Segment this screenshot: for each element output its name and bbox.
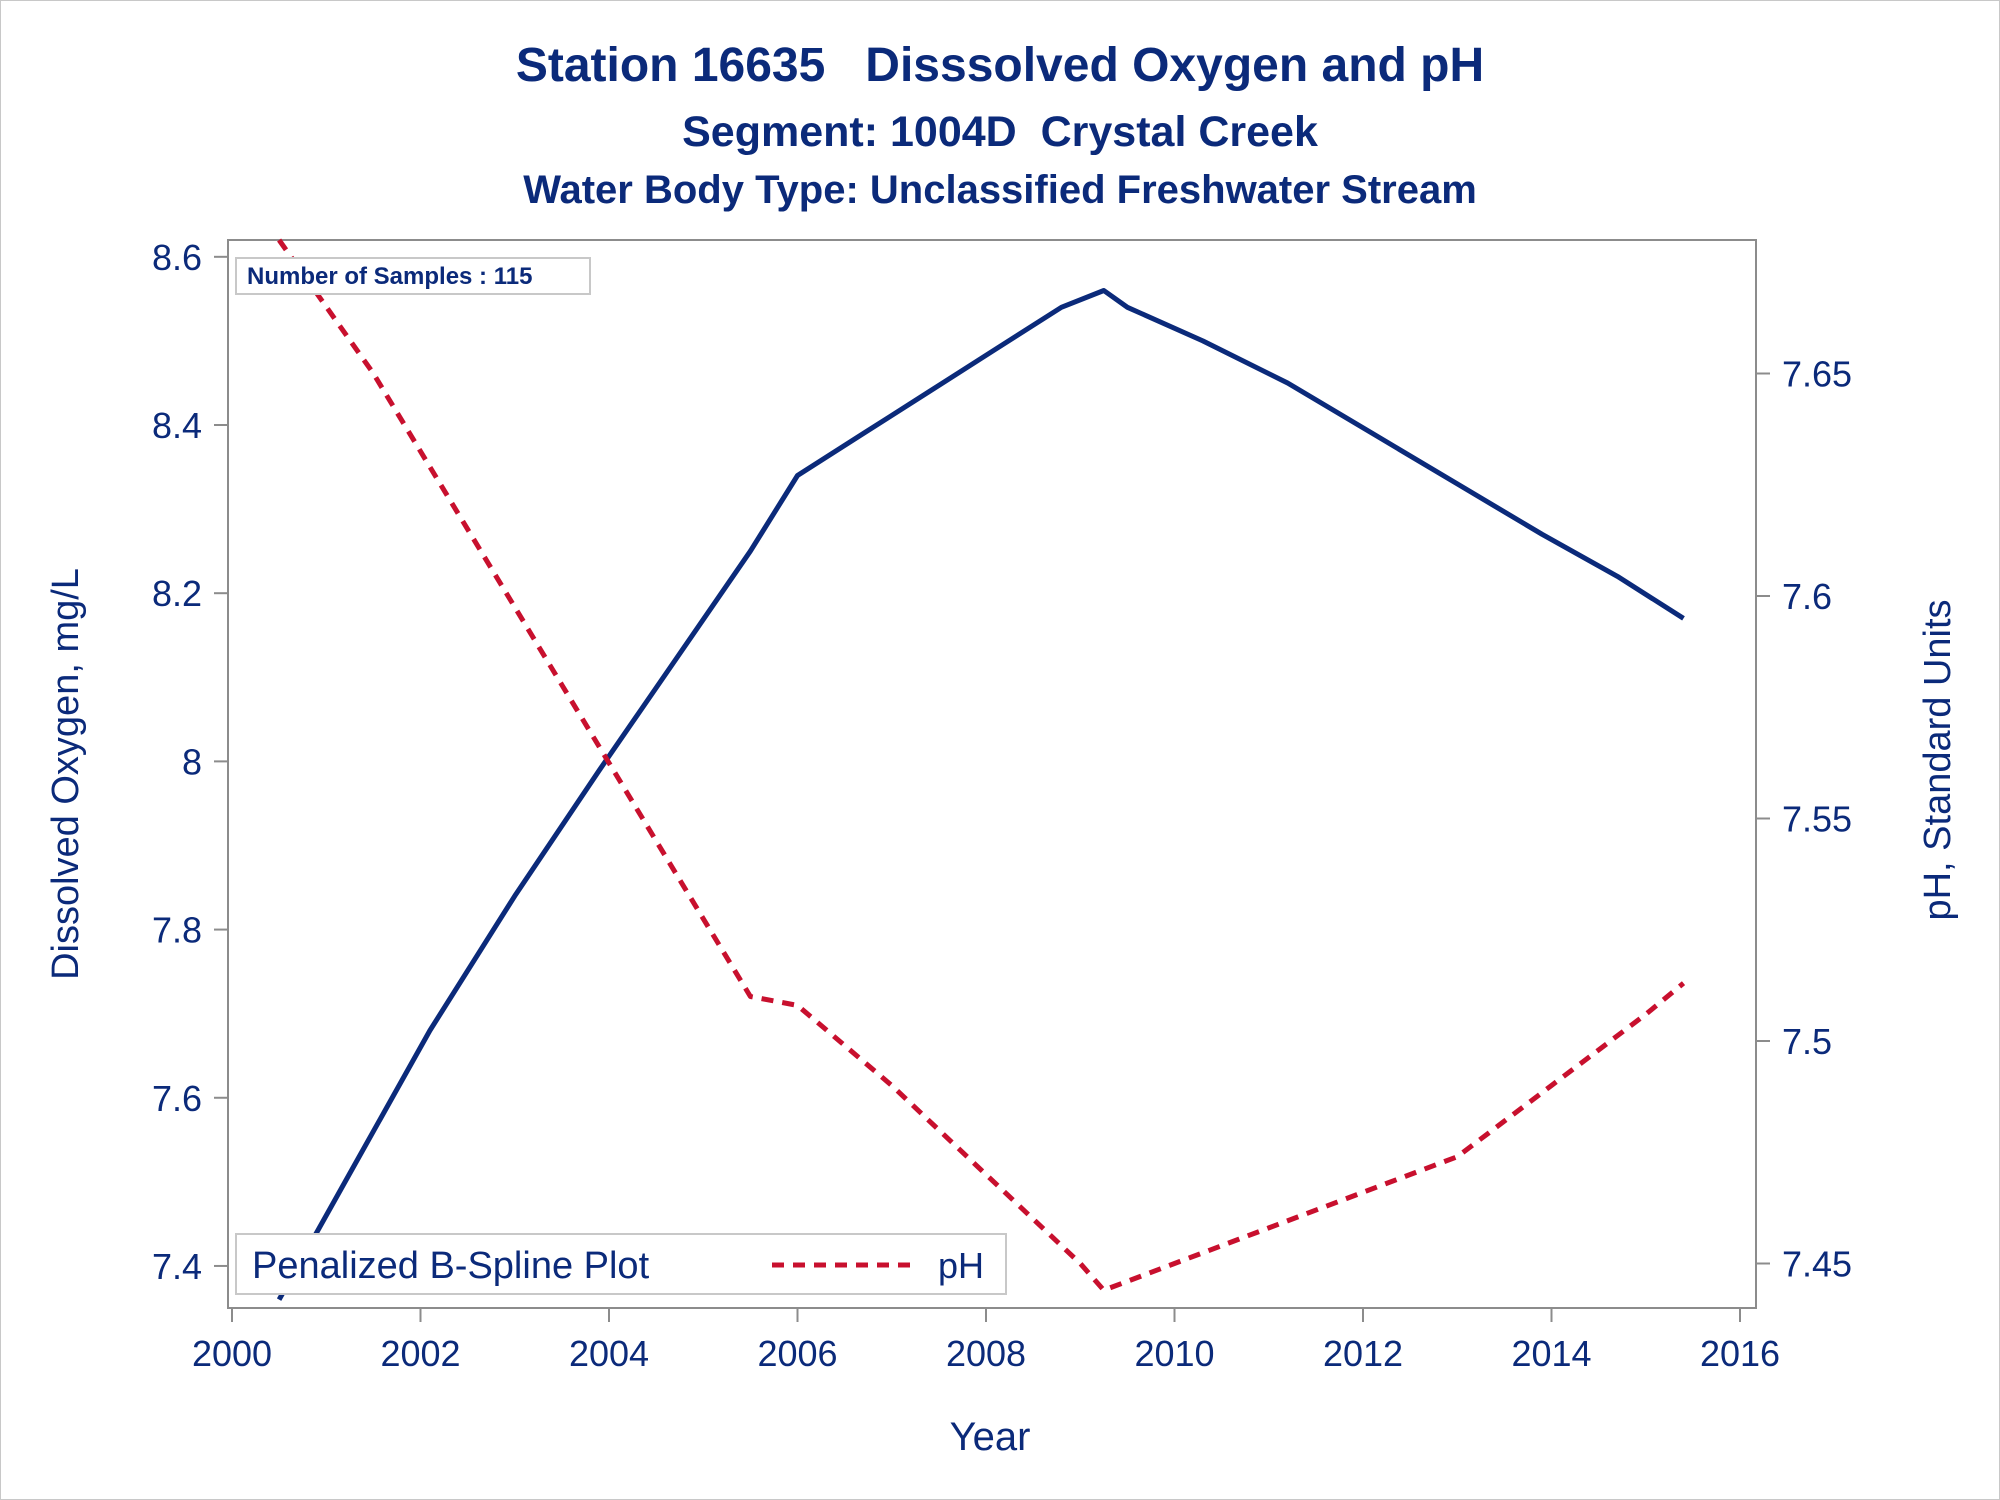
x-tick-label: 2000 (192, 1333, 272, 1374)
y-left-axis-label: Dissolved Oxygen, mg/L (45, 568, 87, 980)
x-tick-label: 2006 (757, 1333, 837, 1374)
dissolved-oxygen-series-line (276, 288, 1685, 1301)
x-tick-label: 2012 (1323, 1333, 1403, 1374)
x-tick-label: 2016 (1700, 1333, 1780, 1374)
x-tick-label: 2010 (1134, 1333, 1214, 1374)
y-left-tick-label: 8 (182, 741, 202, 782)
y-right-tick-label: 7.6 (1782, 576, 1832, 617)
x-tick-label: 2002 (380, 1333, 460, 1374)
chart-title: Station 16635 Disssolved Oxygen and pH (515, 39, 1485, 92)
y-right-tick-label: 7.5 (1782, 1021, 1832, 1062)
y-right-tick-label: 7.65 (1782, 354, 1852, 395)
y-right-axis-label: pH, Standard Units (1917, 599, 1959, 920)
y-right-axis: 7.45 7.5 7.55 7.6 7.65 (1756, 354, 1852, 1285)
x-tick-label: 2014 (1511, 1333, 1591, 1374)
x-axis-label: Year (950, 1415, 1031, 1459)
y-left-tick-label: 7.6 (152, 1078, 202, 1119)
legend-ph-label: pH (938, 1245, 984, 1286)
x-tick-label: 2008 (946, 1333, 1026, 1374)
y-left-tick-label: 7.8 (152, 910, 202, 951)
y-right-tick-label: 7.55 (1782, 799, 1852, 840)
legend-title: Penalized B-Spline Plot (252, 1245, 650, 1287)
y-left-axis: 7.4 7.6 7.8 8 8.2 8.4 8.6 (152, 237, 228, 1287)
y-left-tick-label: 7.4 (152, 1246, 202, 1287)
sample-count-inset: Number of Samples : 115 (235, 257, 591, 295)
y-left-tick-label: 8.2 (152, 573, 202, 614)
plot-area (227, 239, 1757, 1309)
legend: Penalized B-Spline Plot pH (235, 1233, 1007, 1295)
chart-subtitle: Segment: 1004D Crystal Creek (682, 108, 1318, 156)
y-right-tick-label: 7.45 (1782, 1244, 1852, 1285)
sample-count-label: Number of Samples : 115 (247, 263, 532, 290)
series-layer (276, 238, 1686, 1301)
x-axis: 2000 2002 2004 2006 2008 2010 2012 2014 2016 (192, 1308, 1780, 1374)
x-tick-label: 2004 (569, 1333, 649, 1374)
y-left-tick-label: 8.4 (152, 405, 202, 446)
chart-subtitle-2: Water Body Type: Unclassified Freshwater… (523, 168, 1477, 212)
y-left-tick-label: 8.6 (152, 237, 202, 278)
